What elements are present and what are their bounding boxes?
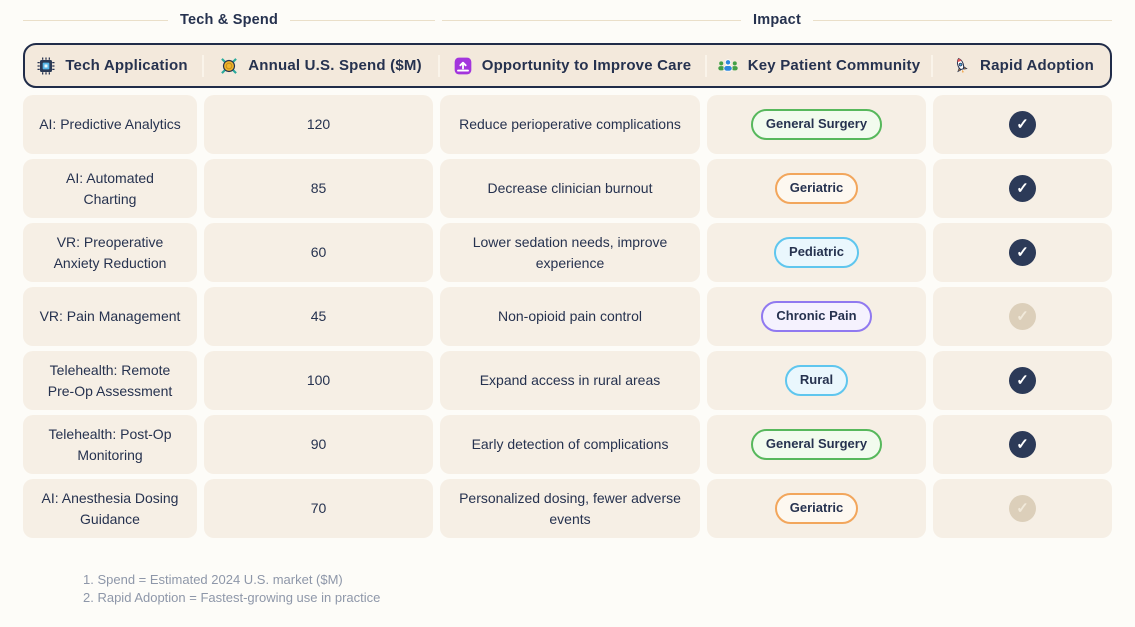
cell-patient-community: Chronic Pain [707, 287, 926, 346]
check-circle-icon [1009, 303, 1036, 330]
cell-patient-community: Geriatric [707, 479, 926, 538]
community-badge: Geriatric [774, 173, 859, 204]
cell-patient-community: General Surgery [707, 95, 926, 154]
cell-tech-application: VR: Pain Management [23, 287, 197, 346]
footnotes: 1. Spend = Estimated 2024 U.S. market ($… [83, 571, 1112, 608]
cell-tech-application: AI: Anesthesia Dosing Guidance [23, 479, 197, 538]
cell-opportunity: Reduce perioperative complications [440, 95, 700, 154]
checkmark-icon [1016, 501, 1029, 516]
table-row: VR: Preoperative Anxiety Reduction 60 Lo… [23, 223, 1112, 282]
column-group-row: Tech & Spend Impact [23, 12, 1112, 28]
cell-tech-application: AI: Automated Charting [23, 159, 197, 218]
community-badge: Pediatric [774, 237, 859, 268]
column-group-label: Impact [753, 12, 801, 28]
coin-icon [219, 56, 239, 76]
column-header-opportunity: Opportunity to Improve Care [442, 45, 702, 86]
cell-rapid-adoption [933, 223, 1112, 282]
cell-annual-spend: 100 [204, 351, 433, 410]
people-icon [717, 56, 739, 76]
community-badge: Rural [784, 365, 849, 396]
cell-rapid-adoption [933, 95, 1112, 154]
page: Tech & Spend Impact Tech Application [0, 12, 1135, 608]
cell-annual-spend: 85 [204, 159, 433, 218]
cell-patient-community: Pediatric [707, 223, 926, 282]
table-body: AI: Predictive Analytics 120 Reduce peri… [23, 95, 1112, 538]
cell-annual-spend: 120 [204, 95, 433, 154]
column-group-impact: Impact [442, 12, 1112, 28]
check-circle-icon [1009, 175, 1036, 202]
cell-annual-spend: 45 [204, 287, 433, 346]
cell-tech-application: Telehealth: Remote Pre-Op Assessment [23, 351, 197, 410]
cell-rapid-adoption [933, 479, 1112, 538]
cell-rapid-adoption [933, 159, 1112, 218]
cell-patient-community: Geriatric [707, 159, 926, 218]
column-group-tech-spend: Tech & Spend [23, 12, 435, 28]
table-row: Telehealth: Post-Op Monitoring 90 Early … [23, 415, 1112, 474]
cell-tech-application: Telehealth: Post-Op Monitoring [23, 415, 197, 474]
column-header-label: Tech Application [65, 57, 188, 74]
column-header-patient-community: Key Patient Community [709, 45, 928, 86]
checkmark-icon [1016, 181, 1029, 196]
checkmark-icon [1016, 117, 1029, 132]
check-circle-icon [1009, 367, 1036, 394]
check-circle-icon [1009, 431, 1036, 458]
community-badge: General Surgery [750, 109, 883, 140]
cell-rapid-adoption [933, 351, 1112, 410]
cell-rapid-adoption [933, 415, 1112, 474]
cell-tech-application: AI: Predictive Analytics [23, 95, 197, 154]
community-badge: Geriatric [774, 493, 859, 524]
cell-patient-community: Rural [707, 351, 926, 410]
checkmark-icon [1016, 373, 1029, 388]
chart-increasing-icon [453, 56, 473, 76]
column-group-label: Tech & Spend [180, 12, 279, 28]
column-header-label: Annual U.S. Spend ($M) [248, 57, 422, 74]
community-badge: General Surgery [750, 429, 883, 460]
column-header-label: Rapid Adoption [980, 57, 1094, 74]
table-header: Tech Application Annual U.S. Spend ($M) [23, 43, 1112, 88]
cell-opportunity: Decrease clinician burnout [440, 159, 700, 218]
cell-opportunity: Lower sedation needs, improve experience [440, 223, 700, 282]
cell-opportunity: Expand access in rural areas [440, 351, 700, 410]
community-badge: Chronic Pain [761, 301, 872, 332]
column-header-label: Key Patient Community [747, 57, 921, 74]
cell-annual-spend: 60 [204, 223, 433, 282]
check-circle-icon [1009, 239, 1036, 266]
cell-opportunity: Personalized dosing, fewer adverse event… [440, 479, 700, 538]
footnote-2: 2. Rapid Adoption = Fastest-growing use … [83, 590, 381, 606]
cell-patient-community: General Surgery [707, 415, 926, 474]
cell-opportunity: Non-opioid pain control [440, 287, 700, 346]
column-header-annual-spend: Annual U.S. Spend ($M) [206, 45, 435, 86]
column-header-tech-application: Tech Application [25, 45, 199, 86]
column-header-label: Opportunity to Improve Care [481, 57, 692, 74]
cell-opportunity: Early detection of complications [440, 415, 700, 474]
rocket-icon [951, 56, 971, 76]
checkmark-icon [1016, 437, 1029, 452]
cell-tech-application: VR: Preoperative Anxiety Reduction [23, 223, 197, 282]
column-header-rapid-adoption: Rapid Adoption [935, 45, 1110, 86]
table-row: Telehealth: Remote Pre-Op Assessment 100… [23, 351, 1112, 410]
cell-rapid-adoption [933, 287, 1112, 346]
check-circle-icon [1009, 495, 1036, 522]
microchip-icon [36, 56, 56, 76]
table-row: AI: Anesthesia Dosing Guidance 70 Person… [23, 479, 1112, 538]
checkmark-icon [1016, 309, 1029, 324]
footnote-1: 1. Spend = Estimated 2024 U.S. market ($… [83, 572, 343, 587]
table-row: AI: Automated Charting 85 Decrease clini… [23, 159, 1112, 218]
cell-annual-spend: 90 [204, 415, 433, 474]
cell-annual-spend: 70 [204, 479, 433, 538]
check-circle-icon [1009, 111, 1036, 138]
table-row: VR: Pain Management 45 Non-opioid pain c… [23, 287, 1112, 346]
checkmark-icon [1016, 245, 1029, 260]
table-row: AI: Predictive Analytics 120 Reduce peri… [23, 95, 1112, 154]
